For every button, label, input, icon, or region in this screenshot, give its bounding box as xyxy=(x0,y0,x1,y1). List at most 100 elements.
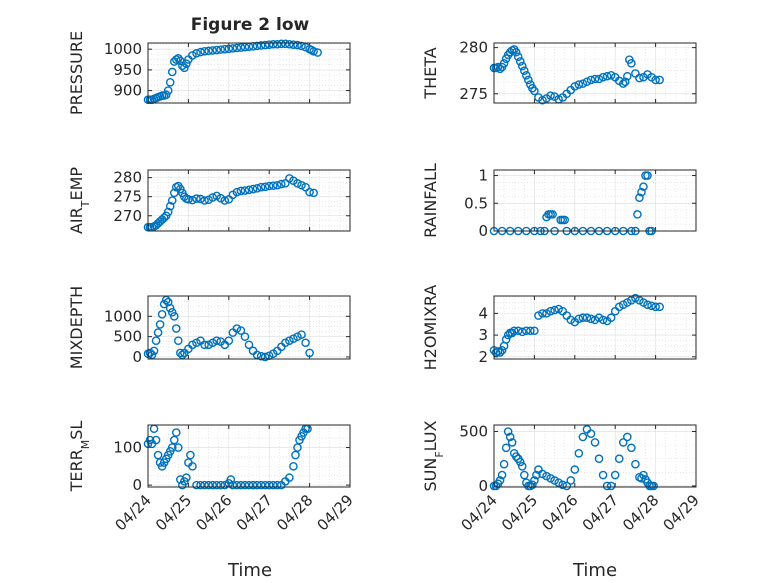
data-point xyxy=(173,54,183,63)
data-point xyxy=(522,326,531,336)
y-tick-label: 3 xyxy=(478,326,488,344)
data-point xyxy=(594,74,604,84)
axes-box xyxy=(493,424,697,488)
data-point xyxy=(643,171,652,180)
data-point xyxy=(171,324,181,333)
data-point xyxy=(639,182,648,191)
data-point xyxy=(530,476,539,485)
y-axis-label: H2OMIXRA xyxy=(421,285,440,371)
data-point xyxy=(232,43,242,53)
data-point xyxy=(610,470,620,480)
data-point xyxy=(499,459,509,469)
data-point xyxy=(260,182,270,192)
data-point xyxy=(167,67,177,77)
data-point xyxy=(216,480,226,490)
data-point xyxy=(184,195,193,204)
data-point xyxy=(169,312,179,321)
data-point xyxy=(491,481,501,491)
data-point xyxy=(513,52,523,62)
data-point xyxy=(169,188,179,198)
data-point xyxy=(153,328,163,337)
data-point xyxy=(240,186,250,195)
data-point xyxy=(260,480,270,490)
y-tick-label: 0 xyxy=(132,476,142,494)
subplot-theta: 275 280 THETA xyxy=(421,39,697,105)
data-point xyxy=(586,429,596,439)
data-point xyxy=(635,193,644,203)
grid xyxy=(493,296,697,359)
data-point xyxy=(546,91,555,100)
data-point xyxy=(167,443,177,452)
x-tick-label: 04/29 xyxy=(314,491,357,534)
data-point xyxy=(256,41,266,50)
x-tick-label: 04/28 xyxy=(273,491,316,534)
grid xyxy=(493,425,697,487)
data-point xyxy=(293,332,302,341)
data-point xyxy=(264,480,274,490)
data-point xyxy=(560,215,570,225)
data-point xyxy=(212,45,221,55)
x-axis-label-left: Time xyxy=(227,560,272,581)
data-point xyxy=(517,61,527,71)
data-point xyxy=(157,309,167,319)
data-point xyxy=(285,473,294,482)
data-point xyxy=(208,46,217,55)
data-point xyxy=(240,332,250,341)
axes-box xyxy=(147,424,351,488)
data-points xyxy=(489,425,658,491)
data-point xyxy=(151,435,161,445)
data-point xyxy=(159,299,169,309)
data-point xyxy=(196,194,205,204)
data-point xyxy=(165,303,175,313)
y-tick-label: 270 xyxy=(113,207,142,225)
y-tick-label: 0 xyxy=(478,222,488,240)
data-point xyxy=(192,480,201,490)
data-point xyxy=(272,39,282,49)
data-point xyxy=(180,63,189,73)
data-point xyxy=(578,313,588,323)
figure-title: Figure 2 low xyxy=(191,15,310,35)
data-point xyxy=(216,45,226,54)
data-point xyxy=(606,481,616,491)
data-point xyxy=(313,48,322,57)
subplot-mixdepth: 0 500 1000 MIXDEPTH xyxy=(67,286,351,369)
data-point xyxy=(232,480,242,490)
y-tick-label: 2 xyxy=(478,348,488,366)
data-point xyxy=(297,330,306,339)
data-point xyxy=(289,334,298,343)
data-point xyxy=(538,309,547,318)
axes-box xyxy=(493,42,697,104)
data-point xyxy=(517,462,527,471)
data-point xyxy=(188,195,197,205)
data-point xyxy=(602,71,612,81)
y-tick-label: 500 xyxy=(113,328,142,346)
y-tick-label: 275 xyxy=(113,188,142,206)
data-point xyxy=(192,49,201,58)
data-point xyxy=(548,210,557,219)
data-point xyxy=(173,336,183,346)
data-point xyxy=(495,348,505,357)
y-axis-label: SUNFLUX xyxy=(421,420,446,491)
data-point xyxy=(226,475,236,484)
data-point xyxy=(633,210,642,219)
data-point xyxy=(192,338,201,348)
data-point xyxy=(285,336,294,346)
data-point xyxy=(501,443,511,453)
x-tick-label: 04/27 xyxy=(233,491,276,534)
data-point xyxy=(511,452,521,461)
data-point xyxy=(256,182,266,192)
data-point xyxy=(497,346,507,355)
y-tick-label: 0.5 xyxy=(464,194,488,212)
y-tick-label: 950 xyxy=(113,61,142,79)
data-point xyxy=(524,75,533,85)
data-point xyxy=(570,465,580,474)
data-point xyxy=(651,75,660,85)
data-point xyxy=(155,320,165,329)
data-point xyxy=(621,77,630,87)
y-axis-label: MIXDEPTH xyxy=(67,286,86,369)
data-point xyxy=(606,71,616,80)
data-point xyxy=(590,74,600,84)
data-point xyxy=(149,346,159,356)
